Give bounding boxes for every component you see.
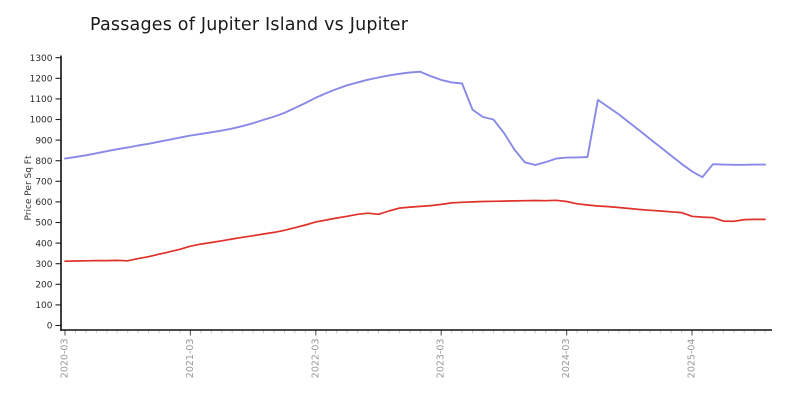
x-tick-label: 2022-03 (310, 339, 321, 379)
y-tick-label: 200 (35, 281, 52, 291)
y-tick-label: 600 (35, 198, 52, 208)
y-tick-label: 1300 (30, 54, 53, 64)
x-tick-label: 2025-04 (687, 339, 698, 379)
x-tick-label: 2023-03 (436, 339, 447, 379)
series-line-jupiter (64, 199, 766, 263)
x-tick-label: 2020-03 (60, 339, 71, 379)
y-tick-label: 100 (35, 301, 52, 311)
y-tick-label: 400 (35, 239, 52, 249)
x-tick-label: 2021-03 (185, 339, 196, 379)
y-tick-label: 500 (35, 219, 52, 229)
y-tick-label: 300 (35, 260, 52, 270)
series-line-jupiter-island (64, 70, 767, 179)
y-tick-label: 1000 (30, 116, 53, 126)
y-tick-label: 1200 (30, 75, 53, 85)
x-tick-label: 2024-03 (561, 339, 572, 379)
y-tick-label: 0 (47, 322, 53, 332)
y-tick-label: 700 (35, 178, 52, 188)
chart-title: Passages of Jupiter Island vs Jupiter (90, 15, 409, 35)
y-tick-label: 900 (35, 136, 52, 146)
y-tick-label: 800 (35, 157, 52, 167)
y-tick-label: 1100 (30, 95, 53, 105)
